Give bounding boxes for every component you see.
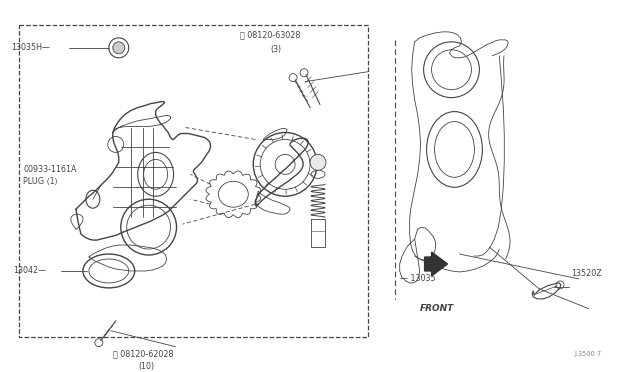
Text: 00933-1161A: 00933-1161A xyxy=(23,165,77,174)
Ellipse shape xyxy=(113,42,125,54)
Text: (3): (3) xyxy=(270,45,282,54)
Text: 13520Z: 13520Z xyxy=(571,269,602,279)
Text: PLUG ⟨1⟩: PLUG ⟨1⟩ xyxy=(23,177,58,186)
Text: Ⓑ 08120-63028: Ⓑ 08120-63028 xyxy=(240,31,301,39)
Ellipse shape xyxy=(310,154,326,170)
Text: J.3500 7: J.3500 7 xyxy=(574,351,601,357)
Text: 13042—: 13042— xyxy=(13,266,46,275)
Text: — 13035: — 13035 xyxy=(400,275,435,283)
Text: Ⓑ 08120-62028: Ⓑ 08120-62028 xyxy=(113,349,173,358)
Polygon shape xyxy=(424,252,447,276)
Bar xyxy=(19,25,368,337)
Text: (10): (10) xyxy=(139,362,155,371)
Text: FRONT: FRONT xyxy=(420,304,454,313)
Text: 13035H—: 13035H— xyxy=(11,43,50,52)
